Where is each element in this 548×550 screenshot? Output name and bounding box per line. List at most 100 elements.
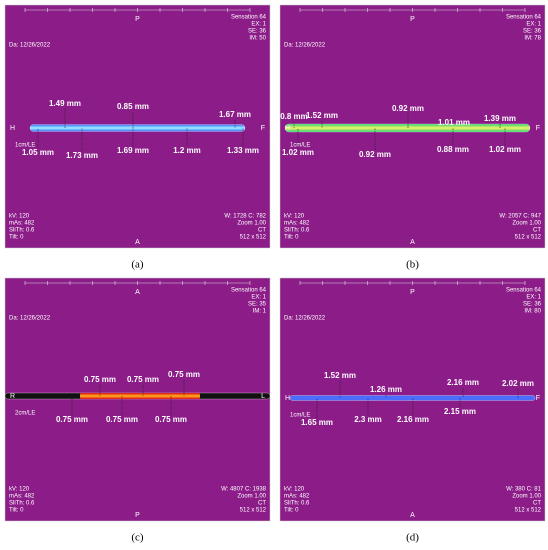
scan-params: mAs: 482 xyxy=(9,221,35,227)
orientation: R xyxy=(10,393,15,400)
window-info: W: 4807 C: 1938 xyxy=(221,487,267,493)
orientation: F xyxy=(536,125,540,132)
scan-params: Tilt: 0 xyxy=(284,508,299,514)
measurement: 0.92 mm xyxy=(392,104,424,113)
scanner-info: EX: 1 xyxy=(526,22,541,28)
measurement: 1.26 mm xyxy=(370,385,402,394)
scan-params: SliTh: 0.6 xyxy=(284,228,310,234)
scan-params: SliTh: 0.6 xyxy=(9,501,35,507)
measurement: 1.33 mm xyxy=(227,146,259,155)
orientation: P xyxy=(410,16,415,23)
orientation: H xyxy=(285,125,290,132)
orientation: P xyxy=(135,512,140,519)
window-info: CT xyxy=(533,228,541,234)
date: Da: 12/26/2022 xyxy=(9,316,51,322)
measurement: 2.02 mm xyxy=(502,379,534,388)
window-info: CT xyxy=(258,501,266,507)
measurement: 0.85 mm xyxy=(117,102,149,111)
measurement: 2.16 mm xyxy=(397,415,429,424)
scale: 1cm/LE xyxy=(290,413,310,419)
measurement: 2.15 mm xyxy=(444,407,476,416)
vessel-wall xyxy=(284,123,531,133)
scanner-info: SE: 35 xyxy=(248,302,267,308)
scan-params: kV: 120 xyxy=(284,214,305,220)
measurement: 0.75 mm xyxy=(106,415,138,424)
scanner-info: IM: 1 xyxy=(253,309,267,315)
measurement: 1.49 mm xyxy=(49,99,81,108)
window-info: CT xyxy=(258,228,266,234)
scanner-info: EX: 1 xyxy=(251,295,266,301)
vessel-wall xyxy=(80,393,200,399)
scan-params: Tilt: 0 xyxy=(9,508,24,514)
orientation: F xyxy=(261,125,265,132)
measurement: 1.52 mm xyxy=(324,371,356,380)
scanner-info: SE: 36 xyxy=(523,29,542,35)
scanner-info: Sensation 64 xyxy=(231,288,267,294)
measurement: 1.67 mm xyxy=(219,110,251,119)
scanner-info: IM: 50 xyxy=(249,36,266,42)
measurement: 1.02 mm xyxy=(282,148,314,157)
orientation: H xyxy=(285,395,290,402)
window-info: 512 x 512 xyxy=(240,508,267,514)
measurement: 2.16 mm xyxy=(447,378,479,387)
scale: 1cm/LE xyxy=(290,143,310,149)
date: Da: 12/26/2022 xyxy=(284,43,326,49)
window-info: W: 380 C: 81 xyxy=(506,487,542,493)
scanner-info: Sensation 64 xyxy=(231,15,267,21)
orientation: L xyxy=(261,393,265,400)
window-info: W: 1728 C: 782 xyxy=(224,214,266,220)
scanner-info: Sensation 64 xyxy=(506,15,542,21)
scan-params: kV: 120 xyxy=(9,214,30,220)
window-info: Zoom 1.00 xyxy=(237,221,266,227)
scan-params: kV: 120 xyxy=(9,487,30,493)
measurement: 0.8 mm xyxy=(280,112,308,121)
measurement: 1.02 mm xyxy=(489,145,521,154)
measurement: 0.75 mm xyxy=(127,375,159,384)
caption: (a) xyxy=(131,259,144,271)
scan-params: SliTh: 0.6 xyxy=(9,228,35,234)
measurement: 1.65 mm xyxy=(301,418,333,427)
scanner-info: SE: 36 xyxy=(248,29,267,35)
window-info: 512 x 512 xyxy=(515,508,542,514)
measurement: 0.75 mm xyxy=(168,370,200,379)
measurement: 1.39 mm xyxy=(484,114,516,123)
measurement: 0.75 mm xyxy=(155,415,187,424)
caption: (c) xyxy=(131,532,144,544)
scan-params: mAs: 482 xyxy=(284,221,310,227)
orientation: A xyxy=(135,289,140,296)
orientation: P xyxy=(410,289,415,296)
date: Da: 12/26/2022 xyxy=(9,43,51,49)
orientation: A xyxy=(135,239,140,246)
measurement: 0.88 mm xyxy=(437,145,469,154)
window-info: 512 x 512 xyxy=(515,235,542,241)
scan-params: Tilt: 0 xyxy=(9,235,24,241)
scan-params: mAs: 482 xyxy=(9,494,35,500)
vessel-wall xyxy=(289,395,536,401)
window-info: Zoom 1.00 xyxy=(237,494,266,500)
window-info: Zoom 1.00 xyxy=(512,221,541,227)
scanner-info: IM: 78 xyxy=(524,36,541,42)
scanner-info: SE: 36 xyxy=(523,302,542,308)
measurement: 1.73 mm xyxy=(66,151,98,160)
measurement: 1.01 mm xyxy=(438,118,470,127)
orientation: F xyxy=(536,395,540,402)
scanner-info: EX: 1 xyxy=(526,295,541,301)
measurement: 0.75 mm xyxy=(56,415,88,424)
measurement: 1.05 mm xyxy=(22,148,54,157)
scale: 2cm/LE xyxy=(15,411,35,417)
scan-params: Tilt: 0 xyxy=(284,235,299,241)
caption: (b) xyxy=(406,259,419,271)
measurement: 2.3 mm xyxy=(354,415,382,424)
measurement: 1.2 mm xyxy=(173,146,201,155)
orientation: H xyxy=(10,125,15,132)
scan-params: kV: 120 xyxy=(284,487,305,493)
scan-params: SliTh: 0.6 xyxy=(284,501,310,507)
date: Da: 12/26/2022 xyxy=(284,316,326,322)
window-info: Zoom 1.00 xyxy=(512,494,541,500)
window-info: CT xyxy=(533,501,541,507)
window-info: 512 x 512 xyxy=(240,235,267,241)
window-info: W: 2057 C: 947 xyxy=(499,214,541,220)
scanner-info: Sensation 64 xyxy=(506,288,542,294)
measurement: 0.75 mm xyxy=(84,375,116,384)
